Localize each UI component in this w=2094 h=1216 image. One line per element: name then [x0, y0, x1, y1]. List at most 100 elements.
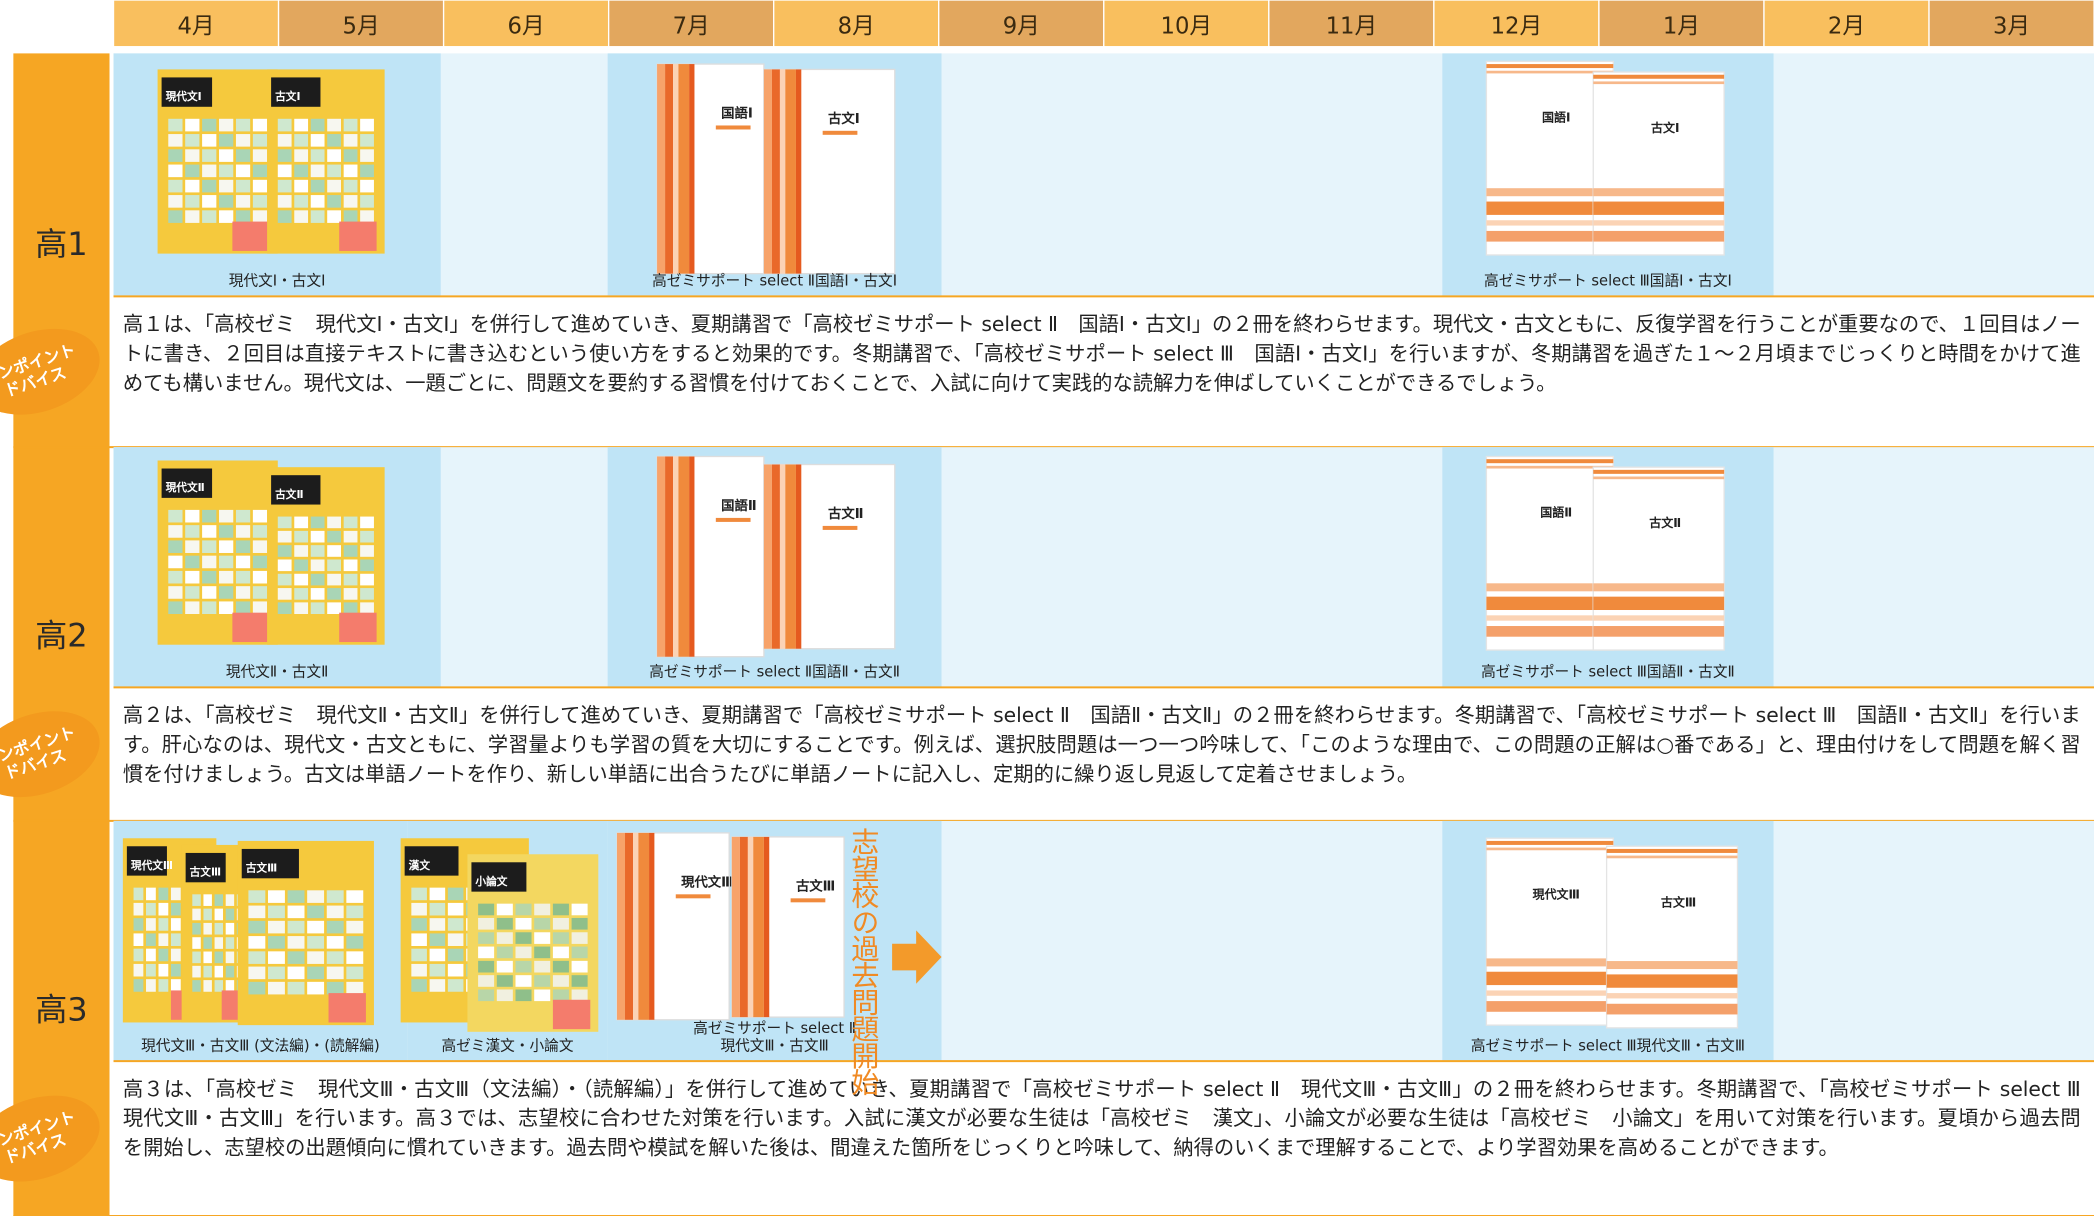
grid-cell: [185, 601, 200, 615]
grid-cell: [327, 118, 341, 132]
grid-cell: [294, 516, 309, 529]
cover-label-bg: [161, 77, 213, 107]
cover-title: 国語Ⅰ: [721, 104, 753, 121]
grade-column: [13, 53, 110, 1216]
grid-cell: [294, 164, 309, 178]
badge: [0, 328, 100, 415]
book-caption: 高ゼミサポート select Ⅲ国語Ⅱ・古文Ⅱ: [1481, 664, 1735, 681]
grid-cell: [478, 989, 495, 1002]
cover-stripe: [763, 69, 772, 274]
month-cell: [1763, 0, 1930, 48]
grid-cell: [360, 118, 374, 132]
grid-cell: [307, 936, 325, 949]
book-cover: 小論文: [467, 854, 599, 1032]
cover-stripe: [1606, 855, 1738, 859]
grid-cell: [360, 559, 374, 572]
month-cell: [442, 0, 610, 48]
grid-cell: [235, 149, 251, 162]
grid-cell: [360, 573, 374, 586]
grid-cell: [515, 946, 532, 959]
grid-cell: [327, 195, 341, 208]
grid-cell: [571, 960, 588, 973]
grid-cell: [360, 195, 374, 208]
cover-stripe: [1593, 476, 1725, 480]
cover-stripe: [1486, 990, 1614, 996]
grid-cell: [326, 981, 344, 995]
cover-stripe: [633, 832, 639, 1020]
grid-cell: [310, 195, 325, 208]
grid-cell: [287, 951, 305, 964]
book-cover: 古文Ⅲ: [237, 840, 374, 1026]
grid-cell: [327, 559, 341, 572]
grid-cell: [185, 164, 200, 178]
grid-cell: [235, 586, 251, 599]
grid-cell: [496, 917, 513, 930]
cover-stripe: [689, 64, 695, 274]
book-cover: 古文Ⅰ: [267, 69, 385, 254]
grid-cell: [170, 963, 181, 977]
grid-cell: [411, 887, 427, 901]
grid-cell: [478, 946, 495, 959]
grid-cell: [192, 980, 201, 992]
grid-cell: [252, 134, 268, 147]
grid-cell: [310, 530, 325, 543]
grid-cell: [552, 960, 569, 973]
cover-stripe: [1486, 201, 1614, 215]
grid-cell: [202, 570, 217, 584]
cover-title: 古文Ⅰ: [828, 110, 860, 127]
grid-cell: [248, 890, 266, 903]
grid-cell: [133, 902, 144, 916]
grid-cell: [225, 951, 235, 964]
cover-stripe: [1486, 1001, 1614, 1012]
grid-cell: [225, 980, 235, 992]
grid-cell: [294, 149, 309, 162]
grid-cell: [552, 946, 569, 959]
cover-stripe: [1486, 188, 1614, 197]
month-cell: [773, 0, 940, 48]
cover-mark: [328, 993, 366, 1023]
grid-cell: [310, 602, 325, 615]
grid-cell: [158, 902, 169, 916]
cover-title: 古文Ⅲ: [796, 877, 835, 894]
cover-stripe: [1486, 840, 1614, 845]
cover-stripe: [1606, 1003, 1738, 1015]
grid-cell: [360, 134, 374, 147]
grid-cell: [343, 530, 358, 543]
grid-cell: [146, 963, 156, 977]
grade-label: 高3: [35, 990, 87, 1028]
grid-cell: [327, 179, 341, 193]
grid-cell: [294, 210, 309, 223]
grid-cell: [219, 134, 234, 147]
cover-bar: [822, 130, 858, 135]
grid-cell: [277, 602, 292, 615]
cover-stripe: [625, 832, 634, 1020]
month-cell: [1598, 0, 1765, 48]
grid-cell: [447, 979, 464, 992]
cover-stripe: [763, 464, 772, 649]
grid-cell: [478, 975, 495, 987]
grid-cell: [346, 981, 364, 995]
grid-cell: [327, 530, 341, 543]
cover-title: 古文Ⅱ: [275, 488, 303, 501]
grid-cell: [133, 948, 144, 962]
cover-stripe: [1593, 615, 1725, 621]
book-cover: 現代文Ⅲ: [1485, 837, 1614, 1026]
grid-cell: [219, 118, 234, 132]
cover-stripe: [1486, 615, 1614, 621]
cover-label-bg: [241, 848, 299, 879]
cover-title: 古文Ⅰ: [275, 90, 300, 103]
grid-cell: [168, 134, 183, 147]
cover-title: 現代文Ⅲ: [131, 859, 173, 872]
grid-cell: [202, 509, 217, 523]
cover: [1592, 466, 1725, 651]
badge: [0, 711, 100, 798]
cover-label-bg: [126, 846, 167, 876]
cover-mark: [232, 612, 270, 643]
cover-stripe: [1593, 74, 1725, 79]
cover-label-bg: [471, 862, 527, 892]
grid-cell: [252, 149, 268, 162]
grade-label: 高1: [35, 225, 87, 263]
cover-mark: [232, 221, 270, 251]
grid-cell: [447, 887, 464, 901]
book-caption: 高ゼミサポート select Ⅱ国語Ⅱ・古文Ⅱ: [649, 664, 900, 681]
